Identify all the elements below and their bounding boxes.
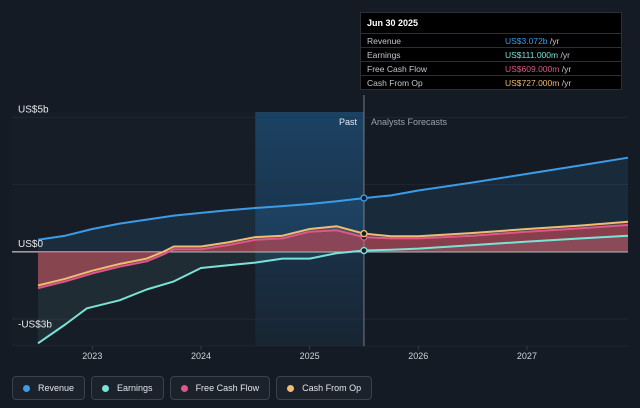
x-tick-label: 2023 — [82, 351, 102, 361]
x-tick-label: 2027 — [517, 351, 537, 361]
tooltip-row-free-cash-flow: Free Cash Flow US$609.000m /yr — [361, 61, 621, 75]
tooltip-value-earnings: US$111.000m /yr — [505, 50, 570, 60]
earnings-area — [38, 235, 628, 344]
tooltip-number-earnings: US$111.000m — [505, 50, 559, 60]
legend-dot-free-cash-flow-icon — [180, 384, 188, 392]
legend-label-earnings: Earnings — [117, 383, 153, 393]
free-cash-flow-line — [37, 224, 629, 290]
tooltip-unit-revenue: /yr — [547, 36, 560, 46]
earnings-marker — [360, 246, 368, 255]
revenue-marker — [360, 194, 368, 202]
legend-item-earnings[interactable]: Earnings — [91, 376, 164, 400]
legend-label-revenue: Revenue — [38, 383, 75, 393]
y-axis-label: US$5b — [18, 104, 49, 115]
past-label: Past — [339, 117, 358, 127]
revenue-line — [37, 156, 629, 241]
earnings-line — [37, 234, 629, 345]
tooltip-row-earnings: Earnings US$111.000m /yr — [361, 47, 621, 61]
tooltip-number-free-cash-flow: US$609.000m — [505, 64, 560, 74]
tooltip-unit-cash-from-op: /yr — [559, 78, 572, 88]
legend: Revenue Earnings Free Cash Flow Cash Fro… — [12, 376, 373, 400]
legend-label-free-cash-flow: Free Cash Flow — [195, 383, 260, 393]
y-axis-label: -US$3b — [18, 320, 52, 331]
tooltip-date: Jun 30 2025 — [367, 18, 419, 28]
x-tick-label: 2024 — [191, 351, 211, 361]
x-tick-label: 2026 — [408, 351, 428, 361]
tooltip-value-cash-from-op: US$727.000m /yr — [505, 78, 571, 88]
tooltip-unit-earnings: /yr — [558, 50, 570, 60]
x-tick-label: 2025 — [300, 351, 320, 361]
tooltip-row-revenue: Revenue US$3.072b /yr — [361, 33, 621, 47]
legend-item-revenue[interactable]: Revenue — [12, 376, 86, 400]
tooltip-unit-free-cash-flow: /yr — [559, 64, 572, 74]
forecast-label: Analysts Forecasts — [371, 117, 448, 127]
tooltip-label-revenue: Revenue — [367, 36, 402, 46]
cash-from-op-line — [37, 220, 629, 287]
revenue-area — [38, 157, 628, 252]
tooltip-row-cash-from-op: Cash From Op US$727.000m /yr — [361, 75, 621, 89]
tooltip-label-free-cash-flow: Free Cash Flow — [367, 64, 427, 74]
y-axis-label: US$0 — [18, 239, 43, 250]
tooltip-number-cash-from-op: US$727.000m — [505, 78, 560, 88]
free-cash-flow-area — [38, 225, 628, 289]
tooltip-number-revenue: US$3.072b — [505, 36, 548, 46]
legend-item-cash-from-op[interactable]: Cash From Op — [276, 376, 373, 400]
tooltip-label-cash-from-op: Cash From Op — [367, 78, 423, 88]
legend-dot-earnings-icon — [102, 384, 110, 392]
tooltip: Jun 30 2025 Revenue US$3.072b /yr Earnin… — [360, 12, 622, 90]
tooltip-value-revenue: US$3.072b /yr — [505, 36, 559, 46]
legend-item-free-cash-flow[interactable]: Free Cash Flow — [169, 376, 271, 400]
legend-dot-revenue-icon — [23, 384, 30, 392]
tooltip-value-free-cash-flow: US$609.000m /yr — [505, 64, 571, 74]
cash-from-op-marker — [360, 229, 368, 238]
legend-label-cash-from-op: Cash From Op — [302, 383, 362, 393]
tooltip-label-earnings: Earnings — [367, 50, 401, 60]
legend-dot-cash-from-op-icon — [287, 384, 295, 392]
